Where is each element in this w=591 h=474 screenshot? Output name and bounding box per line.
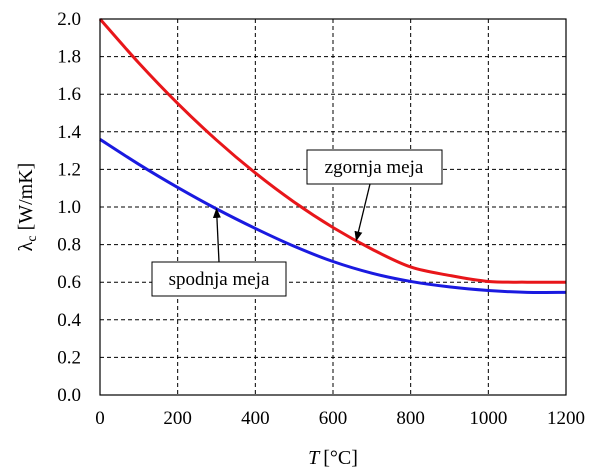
x-tick-label: 400: [241, 408, 270, 429]
y-axis-symbol: λ: [15, 241, 37, 251]
x-axis-symbol: T: [308, 447, 321, 469]
y-tick-label: 1.6: [57, 84, 81, 105]
grid-lines: [100, 19, 566, 395]
x-axis-label: T [°C]: [308, 447, 358, 469]
x-tick-label: 800: [396, 408, 425, 429]
callout-lower-box: [151, 261, 287, 297]
y-tick-label: 1.4: [57, 122, 81, 143]
x-tick-label: 1000: [469, 408, 507, 429]
y-tick-label: 0.8: [57, 235, 81, 256]
y-axis-subscript: c: [25, 235, 40, 241]
label-spodnja-meja: spodnja meja: [169, 269, 270, 290]
y-tick-label: 1.0: [57, 197, 81, 218]
tick-labels: 0 200 400 600 800 1000 1200 0.0 0.2 0.4 0.6 0.8 1.0 1…: [57, 9, 585, 429]
callout-upper-arrow: [354, 183, 371, 242]
y-tick-label: 1.2: [57, 159, 81, 180]
lower-bound-line: [99, 138, 567, 294]
y-axis-label: λc [W/mK]: [15, 163, 40, 252]
y-tick-label: 2.0: [57, 9, 81, 30]
y-axis-unit: [W/mK]: [15, 163, 37, 231]
x-tick-label: 0: [95, 408, 105, 429]
callout-upper-box: [306, 149, 443, 185]
x-tick-label: 200: [163, 408, 192, 429]
y-tick-label: 0.4: [57, 310, 81, 331]
annotations: zgornja meja spodnja meja: [151, 149, 443, 297]
y-tick-label: 0.6: [57, 272, 81, 293]
y-tick-label: 1.8: [57, 47, 81, 68]
label-zgornja-meja: zgornja meja: [325, 157, 424, 178]
x-tick-label: 600: [319, 408, 348, 429]
series-lines: [98, 18, 567, 294]
plot-frame: [99, 18, 567, 396]
upper-bound-line: [98, 18, 567, 284]
callout-lower-arrow: [212, 207, 221, 263]
y-tick-label: 0.2: [57, 347, 81, 368]
x-axis-unit: [°C]: [323, 447, 358, 469]
x-tick-label: 1200: [547, 408, 585, 429]
y-tick-label: 0.0: [57, 385, 81, 406]
